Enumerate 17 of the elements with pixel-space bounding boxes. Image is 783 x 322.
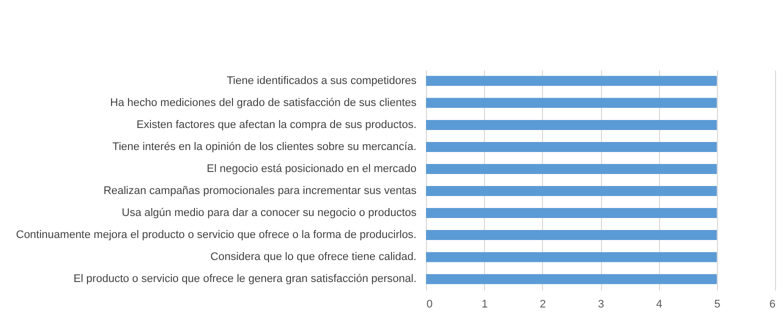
x-tick-label: 0 — [426, 298, 433, 310]
x-tick-label: 4 — [656, 298, 662, 310]
x-tick-label: 5 — [714, 298, 720, 310]
y-tick-label: Considera que lo que ofrece tiene calidad. — [210, 251, 416, 264]
x-tick-label: 2 — [540, 298, 546, 310]
y-tick-label: Usa algún medio para dar a conocer su negocio o productos — [122, 207, 417, 220]
x-tick-label: 3 — [598, 298, 604, 310]
y-tick-label: El producto o servicio que ofrece le genera gran satisfacción personal. — [73, 273, 416, 286]
x-tick-label: 1 — [482, 298, 488, 310]
y-tick-label: Existen factores que afectan la compra de sus productos. — [136, 118, 416, 131]
y-tick-label: Tiene identificados a sus competidores — [226, 74, 417, 87]
y-tick-label: El negocio está posicionado en el mercado — [206, 162, 416, 175]
y-tick-label: Tiene interés en la opinión de los clientes sobre su mercancía. — [112, 140, 416, 153]
y-tick-label: Ha hecho mediciones del grado de satisfacción de sus clientes — [110, 96, 417, 109]
y-tick-label: Realizan campañas promocionales para incrementar sus ventas — [103, 185, 417, 198]
y-tick-label: Continuamente mejora el producto o servicio que ofrece o la forma de producirlos. — [16, 229, 416, 242]
x-tick-label: 6 — [769, 298, 776, 310]
